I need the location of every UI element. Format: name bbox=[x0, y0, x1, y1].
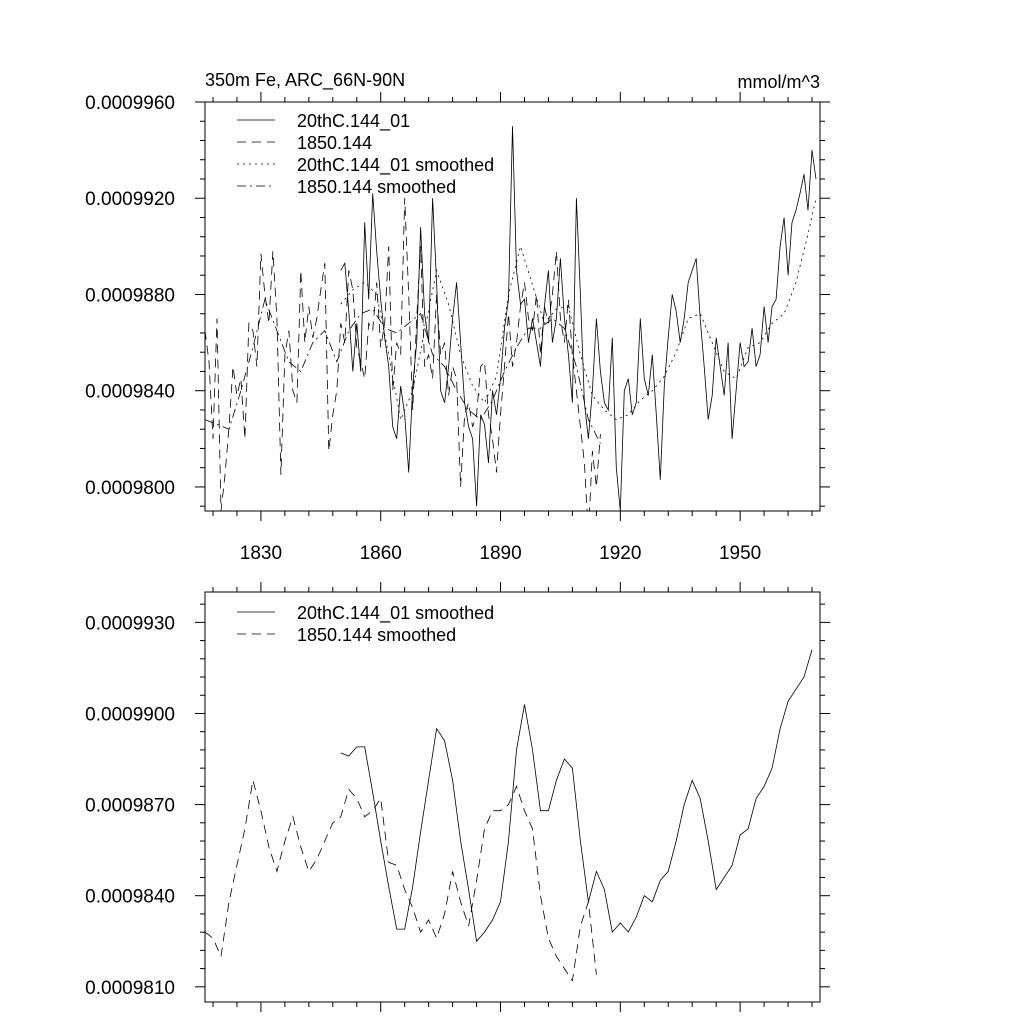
x-tick-label: 1920 bbox=[599, 543, 641, 564]
units-label: mmol/m^3 bbox=[738, 72, 820, 92]
legend-label: 20thC.144_01 smoothed bbox=[297, 603, 494, 624]
legend-label: 20thC.144_01 bbox=[297, 111, 410, 132]
series-group bbox=[205, 126, 817, 511]
bottom-panel: 0.0009810 0.0009840 0.0009870 0.0009900 0.00… bbox=[85, 582, 830, 1012]
y-tick-label: 0.0009840 bbox=[85, 887, 175, 908]
legend-label: 20thC.144_01 smoothed bbox=[297, 155, 494, 176]
series-line-1850-144 bbox=[205, 198, 601, 511]
x-tick-label: 1830 bbox=[240, 543, 282, 564]
x-tick-label: 1860 bbox=[360, 543, 402, 564]
y-tick-label: 0.0009920 bbox=[85, 189, 175, 210]
series-line-20thc-144-01-smoothed bbox=[340, 198, 817, 422]
legend-label: 1850.144 smoothed bbox=[297, 625, 456, 645]
series-line-20thc-144-01 bbox=[340, 126, 817, 511]
y-tick-label: 0.0009880 bbox=[85, 285, 175, 306]
series-line-1850-144-smoothed bbox=[205, 297, 601, 444]
chart-title: 350m Fe, ARC_66N-90N bbox=[205, 70, 405, 91]
y-tick-label: 0.0009930 bbox=[85, 613, 175, 634]
y-tick-label: 0.0009960 bbox=[85, 93, 175, 114]
series-line-20thc-144-01-smoothed bbox=[340, 649, 813, 943]
plot-frame bbox=[204, 101, 821, 512]
y-tick-label: 0.0009870 bbox=[85, 796, 175, 817]
top-panel: 1830 1860 1890 1920 1950 0.0009800 0.0009840 0.… bbox=[85, 70, 830, 564]
x-tick-label: 1950 bbox=[719, 543, 761, 564]
y-tick-label: 0.0009810 bbox=[85, 978, 175, 999]
y-tick-label: 0.0009900 bbox=[85, 704, 175, 725]
plot-frame bbox=[204, 591, 821, 1003]
y-tick-label: 0.0009840 bbox=[85, 382, 175, 403]
x-tick-label: 1890 bbox=[479, 543, 521, 564]
legend-label: 1850.144 bbox=[297, 133, 372, 153]
y-tick-label: 0.0009800 bbox=[85, 478, 175, 499]
legend-label: 1850.144 smoothed bbox=[297, 177, 456, 197]
series-line-1850-144-smoothed bbox=[205, 780, 597, 982]
series-group bbox=[205, 649, 813, 982]
